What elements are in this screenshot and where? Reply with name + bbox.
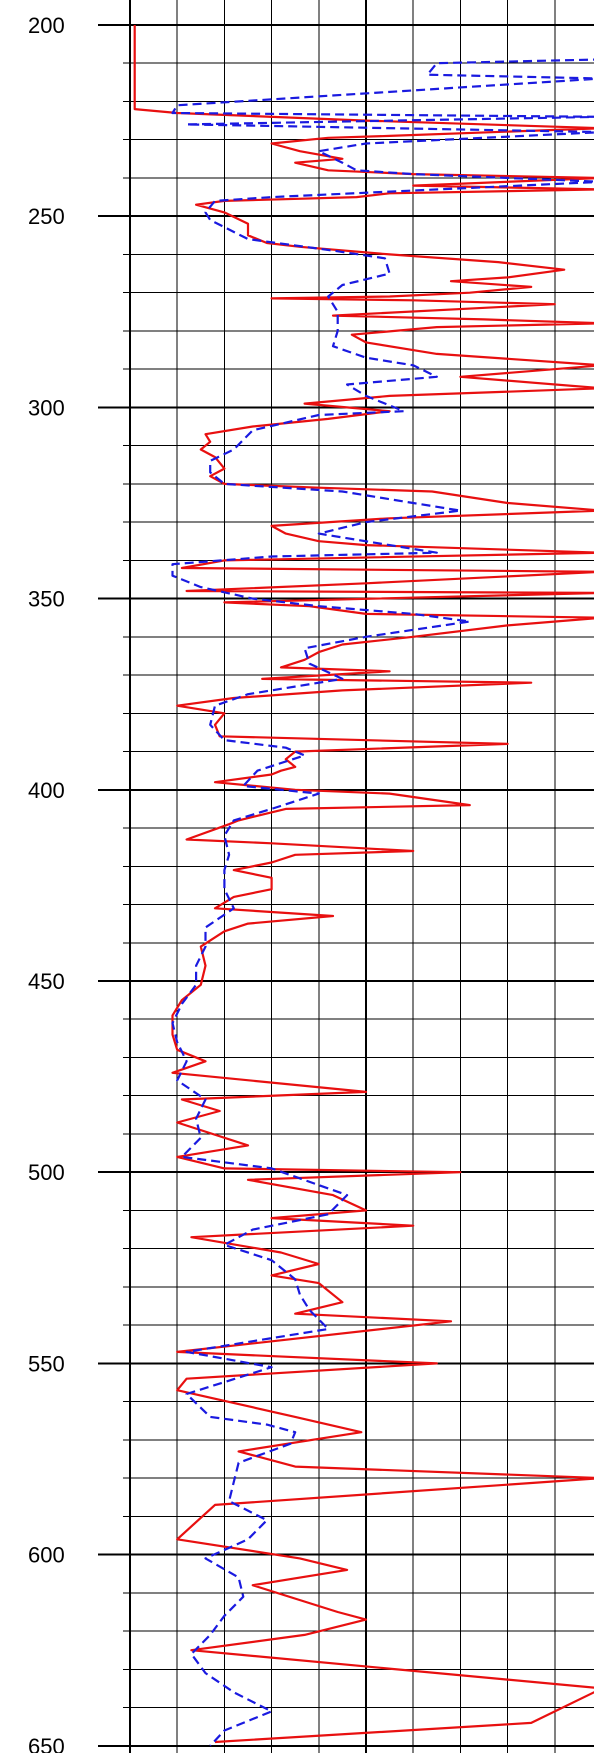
series-line-dashed xyxy=(171,58,594,1747)
series-line-solid xyxy=(133,25,594,1744)
depth-tick-label: 650 xyxy=(28,1734,65,1753)
depth-tick-label: 550 xyxy=(28,1351,65,1376)
series-group xyxy=(133,25,594,1747)
depth-tick-label: 200 xyxy=(28,13,65,38)
depth-tick-label: 350 xyxy=(28,587,65,612)
depth-tick-label: 300 xyxy=(28,395,65,420)
depth-tick-label: 500 xyxy=(28,1160,65,1185)
depth-tick-label: 250 xyxy=(28,204,65,229)
depth-tick-label: 450 xyxy=(28,969,65,994)
grid xyxy=(98,0,594,1753)
depth-tick-label: 400 xyxy=(28,778,65,803)
depth-tick-label: 600 xyxy=(28,1543,65,1568)
depth-tick-labels: 200 250 300 350 400 450 500 550 600 650 xyxy=(28,13,65,1753)
